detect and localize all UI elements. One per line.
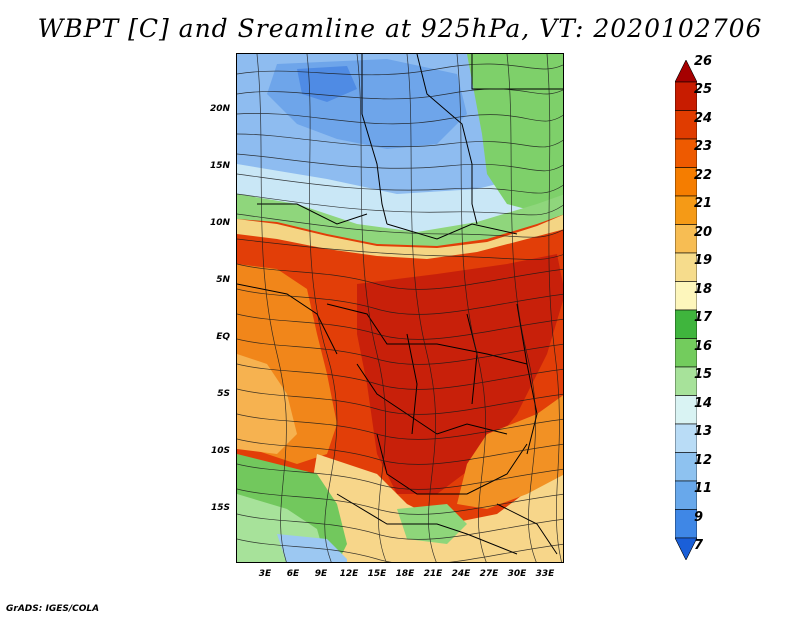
colorbar-label-23: 23 (694, 139, 713, 155)
x-label-21e: 21E (423, 569, 443, 579)
colorbar (675, 60, 697, 560)
colorbar-label-7: 7 (694, 538, 704, 554)
colorbar-label-18: 18 (694, 281, 713, 297)
x-label-24e: 24E (451, 569, 471, 579)
colorbar-label-14: 14 (694, 395, 713, 411)
colorbar-label-9: 9 (694, 509, 704, 525)
colorbar-label-12: 12 (694, 452, 713, 468)
map-panel (236, 53, 564, 563)
yellow-transition-band (237, 214, 563, 259)
y-label-10s: 10S (210, 446, 230, 456)
colorbar-label-13: 13 (694, 424, 713, 440)
x-label-33e: 33E (535, 569, 555, 579)
colorbar-label-11: 11 (694, 481, 713, 497)
south-yellow-region (297, 454, 563, 562)
southeast-orange (457, 395, 563, 509)
cold-pocket (297, 66, 357, 102)
chart-title: WBPT [C] and Sreamline at 925hPa, VT: 20… (37, 14, 763, 43)
colorbar-label-22: 22 (694, 167, 713, 183)
colorbar-label-21: 21 (694, 196, 713, 212)
y-label-5n: 5N (216, 275, 230, 285)
footer-credit: GrADS: IGES/COLA (6, 604, 100, 614)
colorbar-label-17: 17 (694, 310, 713, 326)
y-label-eq: EQ (216, 332, 230, 342)
y-label-15s: 15S (210, 503, 230, 513)
x-label-3e: 3E (258, 569, 272, 579)
x-label-9e: 9E (314, 569, 328, 579)
colorbar-label-20: 20 (694, 224, 713, 240)
y-label-15n: 15N (209, 161, 230, 171)
colorbar-label-19: 19 (694, 253, 713, 269)
colorbar-label-16: 16 (694, 338, 713, 354)
colorbar-cell-17 (675, 537, 697, 560)
x-label-18e: 18E (395, 569, 415, 579)
streamlines (237, 54, 563, 562)
y-label-20n: 20N (209, 104, 230, 114)
x-label-15e: 15E (367, 569, 387, 579)
x-label-30e: 30E (507, 569, 527, 579)
west-coast-mild (237, 354, 297, 454)
y-label-5s: 5S (217, 389, 230, 399)
y-label-10n: 10N (209, 218, 230, 228)
x-label-12e: 12E (339, 569, 359, 579)
green-north-band (237, 194, 563, 246)
x-label-27e: 27E (479, 569, 499, 579)
colorbar-label-25: 25 (694, 82, 713, 98)
map-field (237, 54, 563, 562)
x-label-6e: 6E (286, 569, 300, 579)
colorbar-label-24: 24 (694, 110, 713, 126)
colorbar-label-15: 15 (694, 367, 713, 383)
colorbar-label-26: 26 (694, 53, 713, 69)
